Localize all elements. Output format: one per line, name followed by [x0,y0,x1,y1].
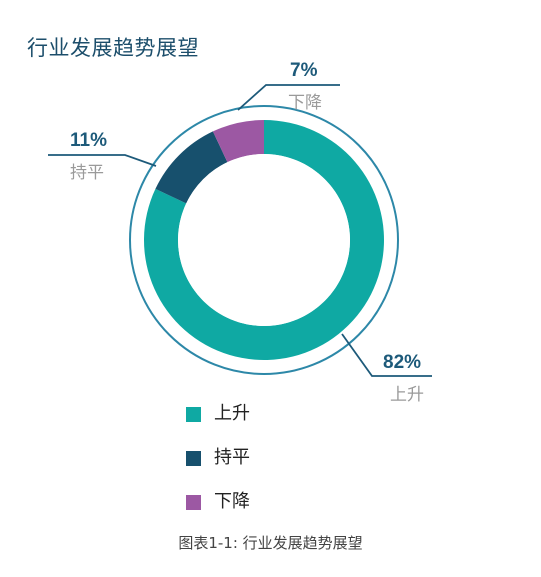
outer-ring [129,105,399,375]
value-label-flat: 11% [70,130,107,151]
legend-label-up: 上升 [214,403,250,424]
value-label-down: 7% [290,60,318,81]
donut-slice-down [212,120,264,163]
category-label-flat: 持平 [70,163,104,183]
category-label-up: 上升 [390,385,424,405]
legend-swatch-flat [186,450,201,466]
category-label-down: 下降 [288,93,322,113]
legend-item-down: 下降 [186,492,250,512]
leader-line-down [237,84,340,111]
legend-item-up: 上升 [186,404,250,424]
value-label-up: 82% [383,352,421,373]
legend-label-flat: 持平 [214,447,250,468]
donut-slice-flat [155,131,228,204]
legend-label-down: 下降 [214,491,250,512]
legend-swatch-up [186,406,201,422]
chart-title: 行业发展趋势展望 [27,36,199,60]
legend-item-flat: 持平 [186,448,250,468]
donut-slices [144,120,384,360]
leader-line-up [341,333,432,377]
leader-line-flat [48,154,157,167]
legend: 上升 持平 下降 [186,404,250,536]
legend-swatch-down [186,494,201,510]
donut-hole [178,154,350,326]
figure-caption: 图表1-1: 行业发展趋势展望 [178,534,363,552]
